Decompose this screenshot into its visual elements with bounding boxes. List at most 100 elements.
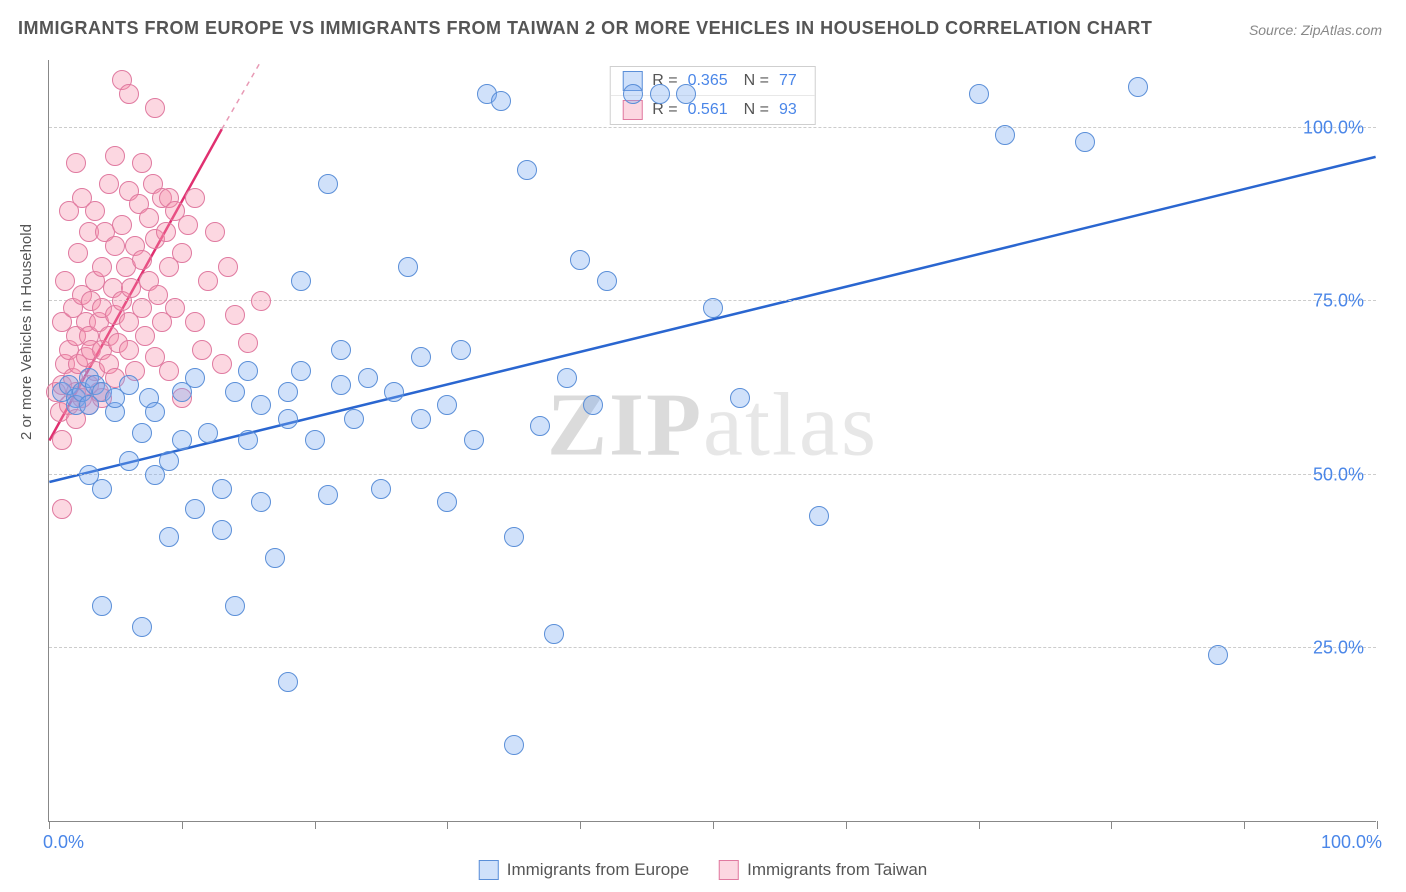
scatter-point bbox=[92, 257, 112, 277]
scatter-point bbox=[265, 548, 285, 568]
scatter-point bbox=[597, 271, 617, 291]
scatter-point bbox=[703, 298, 723, 318]
scatter-point bbox=[225, 305, 245, 325]
scatter-point bbox=[132, 617, 152, 637]
scatter-point bbox=[119, 375, 139, 395]
scatter-point bbox=[1208, 645, 1228, 665]
scatter-point bbox=[119, 84, 139, 104]
scatter-point bbox=[570, 250, 590, 270]
x-tick bbox=[49, 821, 50, 829]
scatter-point bbox=[1128, 77, 1148, 97]
scatter-point bbox=[132, 298, 152, 318]
legend-label: Immigrants from Europe bbox=[507, 860, 689, 880]
x-axis-max-label: 100.0% bbox=[1321, 832, 1382, 853]
scatter-point bbox=[178, 215, 198, 235]
watermark: ZIPatlas bbox=[547, 374, 878, 477]
y-tick-label: 50.0% bbox=[1313, 464, 1364, 485]
scatter-point bbox=[451, 340, 471, 360]
scatter-point bbox=[398, 257, 418, 277]
scatter-point bbox=[305, 430, 325, 450]
gridline bbox=[49, 647, 1376, 648]
scatter-point bbox=[198, 271, 218, 291]
scatter-point bbox=[291, 361, 311, 381]
scatter-point bbox=[517, 160, 537, 180]
scatter-point bbox=[504, 735, 524, 755]
x-tick bbox=[846, 821, 847, 829]
legend-item: Immigrants from Europe bbox=[479, 860, 689, 880]
scatter-point bbox=[105, 236, 125, 256]
scatter-point bbox=[92, 479, 112, 499]
gridline bbox=[49, 474, 1376, 475]
legend-label: Immigrants from Taiwan bbox=[747, 860, 927, 880]
scatter-point bbox=[251, 291, 271, 311]
scatter-point bbox=[105, 146, 125, 166]
scatter-point bbox=[185, 368, 205, 388]
watermark-light: atlas bbox=[703, 376, 878, 475]
watermark-bold: ZIP bbox=[547, 376, 703, 475]
scatter-point bbox=[583, 395, 603, 415]
trend-line bbox=[222, 60, 262, 129]
scatter-point bbox=[437, 492, 457, 512]
scatter-point bbox=[384, 382, 404, 402]
scatter-point bbox=[185, 312, 205, 332]
scatter-point bbox=[278, 382, 298, 402]
scatter-point bbox=[85, 201, 105, 221]
scatter-point bbox=[969, 84, 989, 104]
y-tick-label: 100.0% bbox=[1303, 118, 1364, 139]
scatter-point bbox=[132, 153, 152, 173]
x-tick bbox=[315, 821, 316, 829]
scatter-point bbox=[145, 402, 165, 422]
scatter-point bbox=[291, 271, 311, 291]
scatter-point bbox=[132, 250, 152, 270]
scatter-point bbox=[205, 222, 225, 242]
scatter-point bbox=[650, 84, 670, 104]
scatter-point bbox=[119, 340, 139, 360]
scatter-plot-area: ZIPatlas R =0.365N =77R =0.561N =93 0.0%… bbox=[48, 60, 1376, 822]
x-tick bbox=[1111, 821, 1112, 829]
x-tick bbox=[1244, 821, 1245, 829]
scatter-point bbox=[676, 84, 696, 104]
source-attribution: Source: ZipAtlas.com bbox=[1249, 22, 1382, 38]
scatter-point bbox=[212, 354, 232, 374]
scatter-point bbox=[68, 243, 88, 263]
scatter-point bbox=[225, 596, 245, 616]
n-label: N = bbox=[744, 72, 769, 90]
x-tick bbox=[447, 821, 448, 829]
scatter-point bbox=[530, 416, 550, 436]
scatter-point bbox=[212, 479, 232, 499]
scatter-point bbox=[66, 153, 86, 173]
legend-swatch bbox=[719, 860, 739, 880]
n-value: 77 bbox=[779, 72, 797, 90]
scatter-point bbox=[165, 298, 185, 318]
scatter-point bbox=[238, 333, 258, 353]
scatter-point bbox=[172, 430, 192, 450]
scatter-point bbox=[278, 672, 298, 692]
scatter-point bbox=[411, 409, 431, 429]
scatter-point bbox=[159, 451, 179, 471]
scatter-point bbox=[809, 506, 829, 526]
scatter-point bbox=[1075, 132, 1095, 152]
scatter-point bbox=[99, 174, 119, 194]
scatter-point bbox=[318, 174, 338, 194]
scatter-point bbox=[411, 347, 431, 367]
x-tick bbox=[979, 821, 980, 829]
scatter-point bbox=[156, 222, 176, 242]
x-tick bbox=[1377, 821, 1378, 829]
scatter-point bbox=[159, 527, 179, 547]
scatter-point bbox=[238, 361, 258, 381]
y-tick-label: 25.0% bbox=[1313, 637, 1364, 658]
scatter-point bbox=[251, 395, 271, 415]
scatter-point bbox=[135, 326, 155, 346]
scatter-point bbox=[491, 91, 511, 111]
gridline bbox=[49, 127, 1376, 128]
scatter-point bbox=[218, 257, 238, 277]
y-axis-label: 2 or more Vehicles in Household bbox=[18, 224, 35, 440]
n-value: 93 bbox=[779, 101, 797, 119]
x-axis-min-label: 0.0% bbox=[43, 832, 84, 853]
scatter-point bbox=[198, 423, 218, 443]
scatter-point bbox=[995, 125, 1015, 145]
scatter-point bbox=[225, 382, 245, 402]
scatter-point bbox=[623, 84, 643, 104]
r-value: 0.561 bbox=[688, 101, 728, 119]
legend-swatch bbox=[479, 860, 499, 880]
